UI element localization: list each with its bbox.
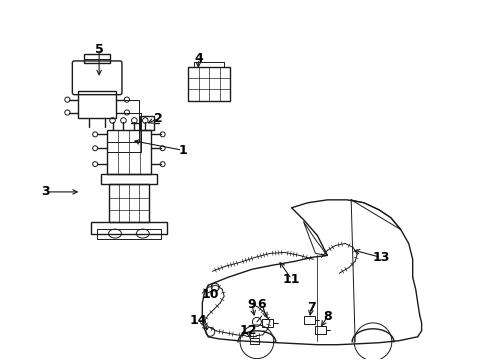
Text: 2: 2 [154, 112, 163, 125]
Bar [97, 229, 161, 239]
Text: 11: 11 [283, 273, 300, 286]
Bar [189, 67, 230, 100]
Bar [101, 174, 157, 184]
Bar [78, 91, 116, 118]
Text: 4: 4 [194, 53, 203, 66]
Bar [107, 130, 151, 174]
Text: 13: 13 [372, 251, 390, 264]
Bar [109, 184, 149, 222]
Bar [195, 62, 224, 67]
Text: 7: 7 [307, 301, 316, 314]
Text: 10: 10 [201, 288, 219, 301]
Text: 8: 8 [323, 310, 332, 323]
Text: 5: 5 [95, 42, 103, 55]
Text: 1: 1 [178, 144, 187, 157]
Bar [304, 316, 315, 324]
Bar [140, 117, 154, 130]
Bar [84, 54, 110, 63]
Text: 14: 14 [190, 314, 207, 327]
Bar [91, 222, 167, 234]
Text: 3: 3 [41, 185, 50, 198]
Bar [262, 319, 273, 327]
Text: 6: 6 [258, 297, 266, 311]
Text: 12: 12 [239, 324, 257, 337]
Bar [315, 326, 326, 334]
Text: 9: 9 [247, 297, 256, 311]
Bar [250, 338, 259, 344]
